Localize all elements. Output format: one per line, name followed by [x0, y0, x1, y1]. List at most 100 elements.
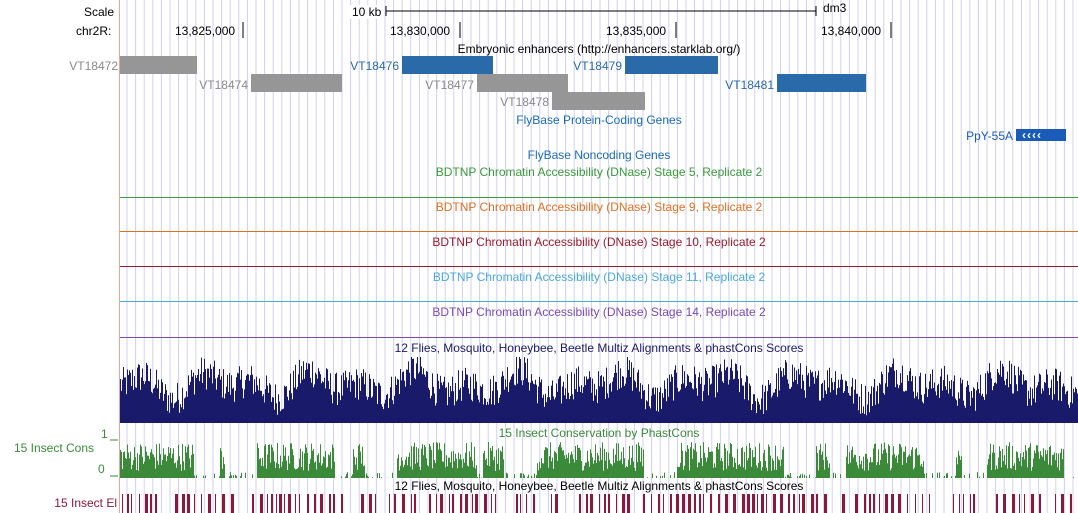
conserved-element	[766, 494, 767, 513]
feature-vt18478[interactable]	[552, 92, 645, 110]
conserved-element	[145, 494, 148, 513]
ruler-position: 13,830,000	[390, 24, 451, 38]
conserved-element	[491, 494, 492, 513]
dnase-signal-line	[120, 266, 1078, 267]
conserved-element	[155, 494, 157, 513]
conserved-element	[869, 494, 871, 513]
dnase-signal-line	[120, 197, 1078, 198]
conserved-element	[793, 494, 795, 513]
scale-bar	[242, 6, 892, 38]
feature-vt18474[interactable]	[251, 74, 342, 92]
gene-body	[1016, 129, 1066, 141]
feature-vt18472[interactable]	[120, 56, 197, 74]
conserved-element	[341, 494, 343, 513]
conserved-element	[757, 494, 758, 513]
conserved-element	[773, 494, 776, 513]
conserved-element	[663, 494, 664, 513]
conserved-element	[526, 494, 527, 513]
track-title: FlyBase Noncoding Genes	[527, 148, 671, 162]
conserved-element	[970, 494, 971, 513]
conserved-element	[915, 494, 916, 513]
vertical-grid	[126, 0, 1074, 513]
conserved-element	[252, 494, 254, 513]
conserved-element	[194, 494, 195, 513]
conserved-element	[175, 494, 178, 513]
feature-label-vt18478[interactable]: VT18478	[500, 95, 549, 109]
conserved-element	[440, 494, 443, 513]
dnase-signal-line	[120, 231, 1078, 232]
conserved-element	[436, 494, 437, 513]
conserved-element	[873, 494, 875, 513]
conserved-element	[864, 494, 866, 513]
conserved-element	[710, 494, 712, 513]
conserved-element	[139, 494, 140, 513]
conserved-element	[1012, 494, 1015, 513]
conserved-element	[533, 494, 535, 513]
ruler-position: 13,840,000	[821, 24, 882, 38]
feature-vt18476[interactable]	[402, 56, 493, 74]
gene-ppy-55a[interactable]: ‹‹‹‹	[1016, 127, 1066, 143]
scale-text: 10 kb	[350, 5, 384, 19]
conserved-element	[295, 494, 296, 513]
conserved-element	[361, 494, 364, 513]
conserved-element	[231, 494, 234, 513]
feature-label-vt18479[interactable]: VT18479	[573, 59, 622, 73]
feature-vt18477[interactable]	[477, 74, 568, 92]
feature-vt18479[interactable]	[625, 56, 718, 74]
conserved-element	[824, 494, 827, 513]
conserved-element	[520, 494, 521, 513]
conserved-element	[761, 494, 764, 513]
conserved-element	[314, 494, 316, 513]
feature-label-vt18474[interactable]: VT18474	[199, 78, 248, 92]
conserved-element	[627, 494, 630, 513]
conserved-element	[1024, 494, 1025, 513]
track-title: 12 Flies, Mosquito, Honeybee, Beetle Mul…	[394, 341, 804, 355]
conserved-element	[465, 494, 468, 513]
conserved-element	[267, 494, 268, 513]
conserved-element	[604, 494, 606, 513]
track-side-label[interactable]: 15 Insect Cons	[13, 441, 94, 455]
assembly-label: dm3	[823, 1, 847, 15]
conserved-element	[375, 494, 376, 513]
feature-vt18481[interactable]	[777, 74, 866, 92]
wiggle-path	[120, 442, 1074, 478]
conserved-element	[922, 494, 923, 513]
feature-label-vt18481[interactable]: VT18481	[725, 78, 774, 92]
conserved-element	[1055, 494, 1056, 513]
scale-label: Scale	[84, 5, 115, 19]
conserved-element	[658, 494, 660, 513]
conserved-element	[1070, 494, 1072, 513]
conserved-element	[973, 494, 975, 513]
track-title: 12 Flies, Mosquito, Honeybee, Beetle Mul…	[394, 479, 804, 493]
track-title: BDTNP Chromatin Accessibility (DNase) St…	[435, 165, 763, 179]
conserved-element	[394, 494, 396, 513]
conserved-element	[590, 494, 593, 513]
feature-label-vt18472[interactable]: VT18472	[69, 59, 118, 73]
gene-label-ppy-55a[interactable]: PpY-55A	[966, 129, 1013, 143]
conserved-element	[187, 494, 190, 513]
conserved-element	[429, 494, 431, 513]
track-side-label[interactable]: 15 Insect El	[54, 496, 117, 510]
conserved-element	[676, 494, 679, 513]
feature-label-vt18477[interactable]: VT18477	[425, 78, 474, 92]
dnase-signal-line	[120, 301, 1078, 302]
conserved-element	[215, 494, 216, 513]
conserved-element	[369, 494, 372, 513]
conserved-element	[811, 494, 814, 513]
track-title: 15 Insect Conservation by PhastCons	[498, 426, 700, 440]
strand-arrows-icon: ‹‹‹‹	[1022, 128, 1042, 142]
conserved-element	[402, 494, 405, 513]
conserved-element	[460, 494, 462, 513]
left-border-line	[119, 0, 120, 513]
conserved-element	[288, 494, 291, 513]
feature-label-vt18476[interactable]: VT18476	[350, 59, 399, 73]
conserved-element	[959, 494, 960, 513]
conserved-element	[996, 494, 998, 513]
conserved-element	[307, 494, 309, 513]
conserved-element	[449, 494, 450, 513]
conserved-element	[414, 494, 416, 513]
conserved-element	[284, 494, 285, 513]
conserved-element	[694, 494, 696, 513]
conserved-element	[389, 494, 390, 513]
